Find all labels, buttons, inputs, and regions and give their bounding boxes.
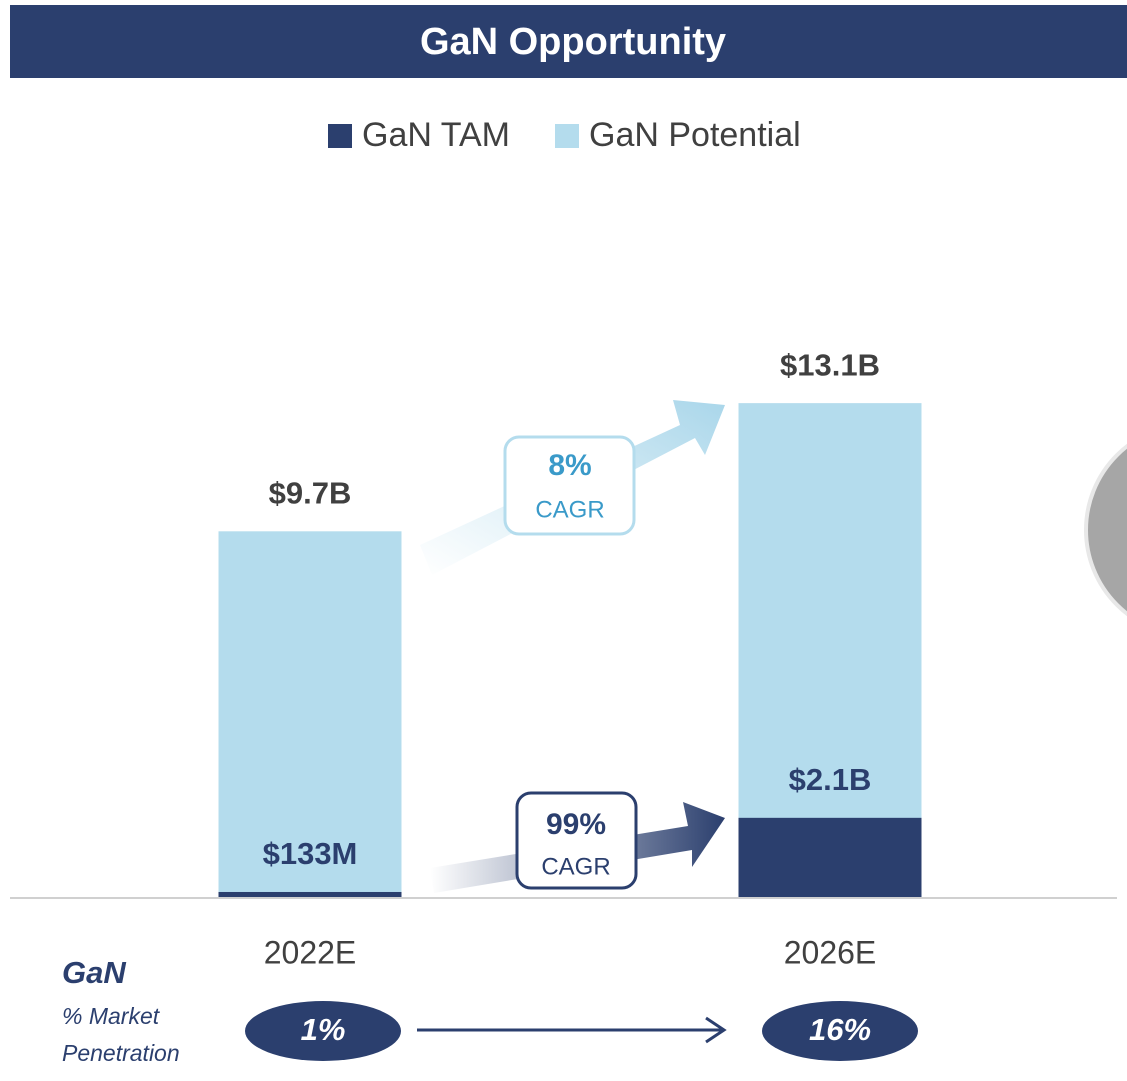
decor-circle bbox=[1084, 443, 1127, 617]
penetration-label: 16% bbox=[809, 1012, 871, 1047]
cagr-box bbox=[503, 435, 636, 536]
penetration-line: Penetration bbox=[62, 1040, 180, 1066]
bar bbox=[738, 817, 922, 897]
value-label: $9.7B bbox=[269, 475, 352, 510]
bar bbox=[218, 531, 402, 897]
value-label: $133M bbox=[263, 836, 358, 871]
value-label: $2.1B bbox=[789, 762, 872, 797]
cagr-text: CAGR bbox=[535, 496, 604, 523]
legend-swatch bbox=[555, 124, 579, 148]
cagr-value: 99% bbox=[546, 808, 606, 841]
penetration-line: % Market bbox=[62, 1003, 161, 1029]
penetration-badge bbox=[762, 1001, 918, 1061]
bar bbox=[738, 403, 922, 897]
x-tick-label: 2026E bbox=[784, 934, 877, 970]
header-band bbox=[10, 5, 1127, 78]
bar bbox=[218, 891, 402, 897]
penetration-badge bbox=[245, 1001, 401, 1061]
value-label: $13.1B bbox=[780, 347, 880, 382]
chart-title: GaN Opportunity bbox=[420, 21, 726, 63]
cagr-box bbox=[515, 791, 638, 890]
penetration-title: GaN bbox=[62, 955, 126, 990]
legend-swatch bbox=[328, 124, 352, 148]
cagr-text: CAGR bbox=[541, 853, 610, 880]
cagr-value: 8% bbox=[548, 449, 591, 482]
penetration-arrowhead bbox=[705, 1016, 727, 1044]
legend-label: GaN Potential bbox=[589, 116, 801, 154]
penetration-label: 1% bbox=[301, 1012, 346, 1047]
x-tick-label: 2022E bbox=[264, 934, 357, 970]
legend-label: GaN TAM bbox=[362, 116, 510, 154]
